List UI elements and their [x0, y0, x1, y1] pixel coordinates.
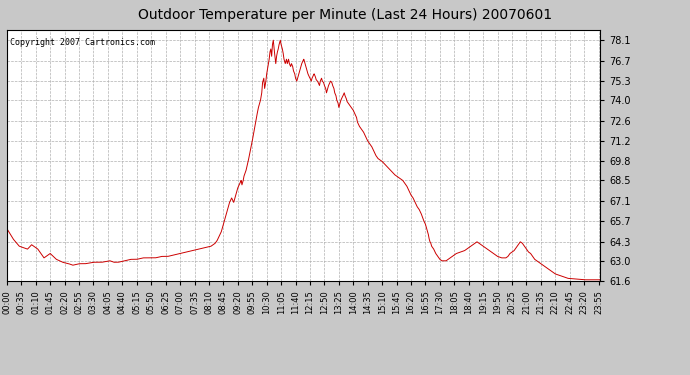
Text: Copyright 2007 Cartronics.com: Copyright 2007 Cartronics.com	[10, 38, 155, 46]
Text: Outdoor Temperature per Minute (Last 24 Hours) 20070601: Outdoor Temperature per Minute (Last 24 …	[138, 8, 552, 21]
